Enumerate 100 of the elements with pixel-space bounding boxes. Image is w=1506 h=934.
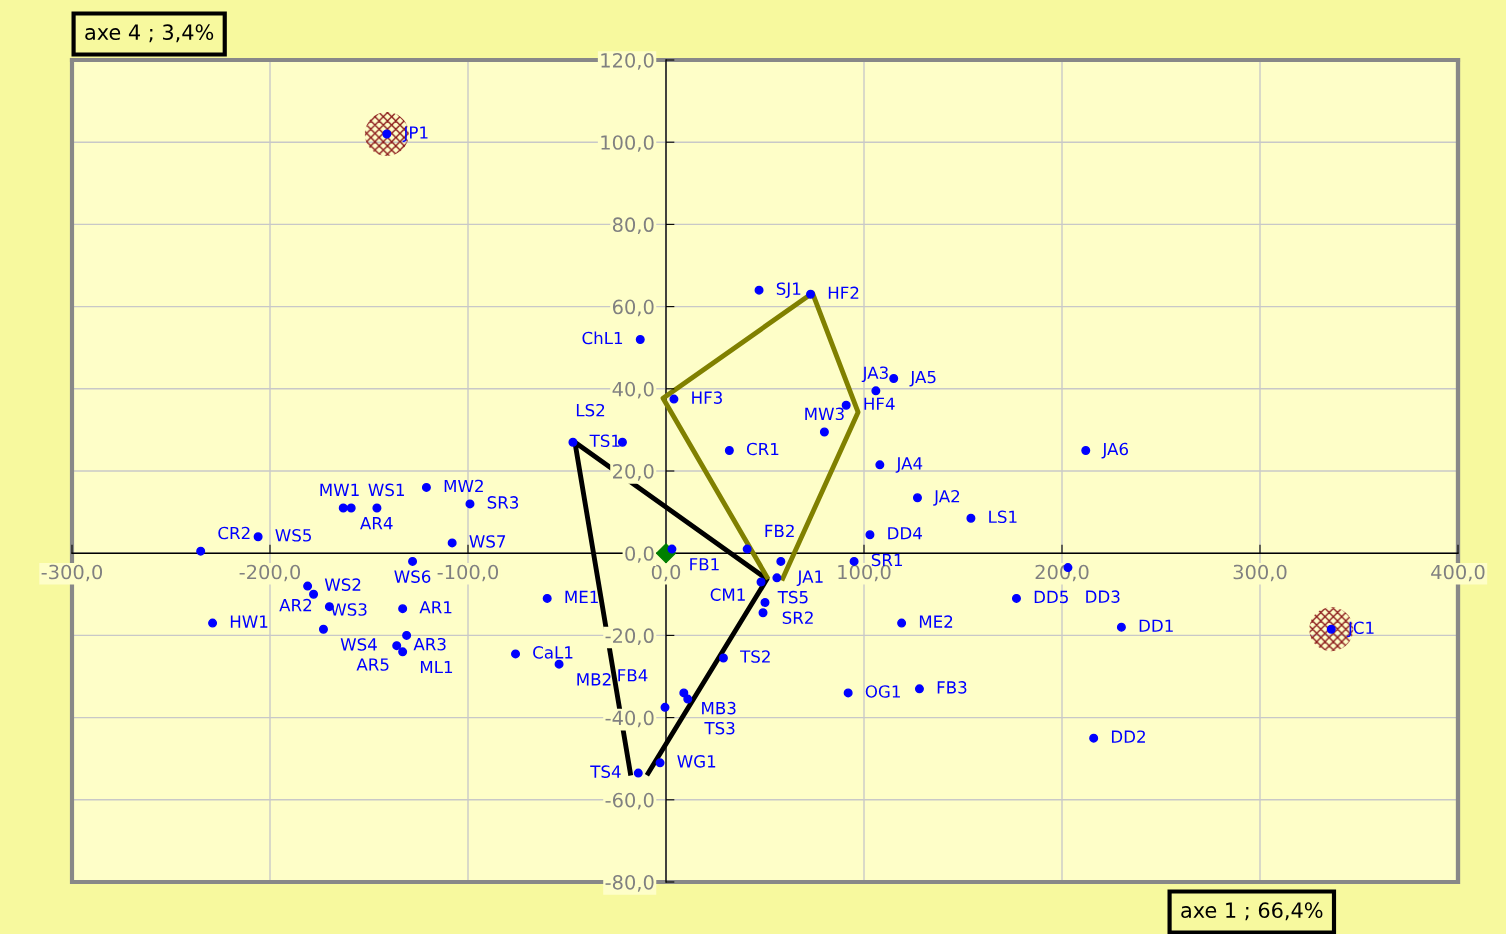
point bbox=[865, 530, 875, 540]
y-tick-label: 60,0 bbox=[612, 299, 654, 317]
annotation: WS2 bbox=[324, 578, 361, 591]
point bbox=[253, 532, 263, 542]
annotation: TS3 bbox=[704, 721, 735, 735]
annotation: WS7 bbox=[469, 535, 506, 548]
x-axis-title: axe 1 ; 66,4% bbox=[1181, 902, 1323, 921]
point bbox=[1081, 445, 1091, 455]
point bbox=[754, 285, 764, 295]
annotation: MW1 bbox=[320, 483, 359, 496]
point bbox=[871, 386, 881, 396]
point bbox=[742, 544, 752, 554]
annotation: WS5 bbox=[275, 528, 311, 542]
point bbox=[1326, 624, 1336, 634]
point bbox=[724, 445, 734, 455]
point bbox=[635, 334, 645, 344]
annotation: LS1 bbox=[989, 510, 1017, 524]
annotation: HF3 bbox=[692, 391, 722, 404]
point bbox=[1116, 622, 1126, 632]
point bbox=[318, 624, 328, 634]
annotation: AR1 bbox=[419, 601, 452, 614]
annotation: DD2 bbox=[1111, 730, 1145, 743]
point bbox=[756, 577, 766, 587]
y-tick-label: -40,0 bbox=[605, 710, 654, 728]
point bbox=[382, 129, 392, 139]
point bbox=[843, 688, 853, 698]
annotation: CM1 bbox=[710, 588, 745, 601]
y-tick-label: 40,0 bbox=[612, 381, 654, 399]
point bbox=[554, 659, 564, 669]
point bbox=[1011, 593, 1021, 603]
point bbox=[1089, 733, 1099, 743]
x-tick-label: -100,0 bbox=[437, 564, 499, 582]
point bbox=[667, 544, 677, 554]
annotation: DD5 bbox=[1034, 590, 1068, 604]
annotation: JA3 bbox=[861, 366, 888, 383]
point bbox=[421, 482, 431, 492]
annotation: JA1 bbox=[796, 570, 823, 587]
point bbox=[465, 499, 475, 509]
point bbox=[806, 289, 816, 299]
point bbox=[542, 593, 552, 603]
x-tick-label: 400,0 bbox=[1431, 564, 1485, 582]
point bbox=[655, 758, 665, 768]
annotation: FB2 bbox=[765, 524, 794, 538]
x-tick-label: -300,0 bbox=[41, 564, 103, 582]
point bbox=[208, 618, 218, 628]
annotation: WS6 bbox=[394, 570, 431, 583]
y-tick-label: -80,0 bbox=[605, 874, 654, 892]
point bbox=[679, 688, 689, 698]
y-tick-label: 100,0 bbox=[601, 135, 654, 152]
point bbox=[303, 581, 313, 591]
annotation: OG1 bbox=[865, 685, 900, 698]
annotation: TS1 bbox=[589, 434, 620, 448]
x-tick-label: 300,0 bbox=[1233, 564, 1287, 582]
point bbox=[669, 394, 679, 404]
point bbox=[966, 513, 976, 523]
annotation: LS2 bbox=[576, 403, 605, 417]
y-tick-label: 0,0 bbox=[625, 546, 654, 563]
annotation: MB3 bbox=[702, 701, 736, 715]
point bbox=[776, 556, 786, 566]
y-tick-label: 80,0 bbox=[612, 217, 654, 235]
annotation: HF2 bbox=[828, 286, 859, 299]
annotation: DD3 bbox=[1086, 590, 1120, 603]
point bbox=[683, 694, 693, 704]
point bbox=[897, 618, 907, 628]
point bbox=[819, 427, 829, 437]
point bbox=[309, 589, 319, 599]
annotation: WS4 bbox=[340, 638, 377, 651]
y-axis-title: axe 4 ; 3,4% bbox=[85, 24, 214, 43]
point bbox=[402, 630, 412, 640]
x-tick-label: 0,0 bbox=[651, 564, 681, 582]
point bbox=[914, 684, 924, 694]
point bbox=[398, 647, 408, 657]
annotation: WG1 bbox=[677, 755, 716, 768]
point bbox=[760, 598, 770, 608]
point bbox=[372, 503, 382, 513]
annotation: AR4 bbox=[360, 517, 393, 530]
y-tick-label: -20,0 bbox=[605, 628, 654, 646]
annotation: AR3 bbox=[413, 637, 446, 651]
y-tick-label: 120,0 bbox=[601, 52, 654, 70]
point bbox=[912, 493, 922, 503]
annotation: SR3 bbox=[487, 496, 519, 509]
annotation: SR2 bbox=[782, 611, 813, 625]
point bbox=[511, 649, 521, 659]
annotation: MB2 bbox=[577, 673, 611, 686]
point bbox=[718, 653, 728, 663]
annotation: CR2 bbox=[218, 526, 250, 540]
annotation: DD4 bbox=[888, 527, 922, 540]
annotation: CR1 bbox=[746, 442, 779, 456]
annotation: JA4 bbox=[895, 457, 923, 473]
point bbox=[398, 604, 408, 614]
annotation: FB1 bbox=[690, 558, 719, 571]
point bbox=[196, 546, 206, 556]
annotation: TS5 bbox=[777, 590, 808, 604]
annotation: ME2 bbox=[919, 615, 953, 628]
point bbox=[338, 503, 348, 513]
annotation: JA2 bbox=[933, 489, 960, 506]
point bbox=[889, 374, 899, 384]
point bbox=[392, 641, 402, 651]
annotation: ML1 bbox=[420, 660, 453, 674]
annotation: HF4 bbox=[864, 397, 895, 410]
